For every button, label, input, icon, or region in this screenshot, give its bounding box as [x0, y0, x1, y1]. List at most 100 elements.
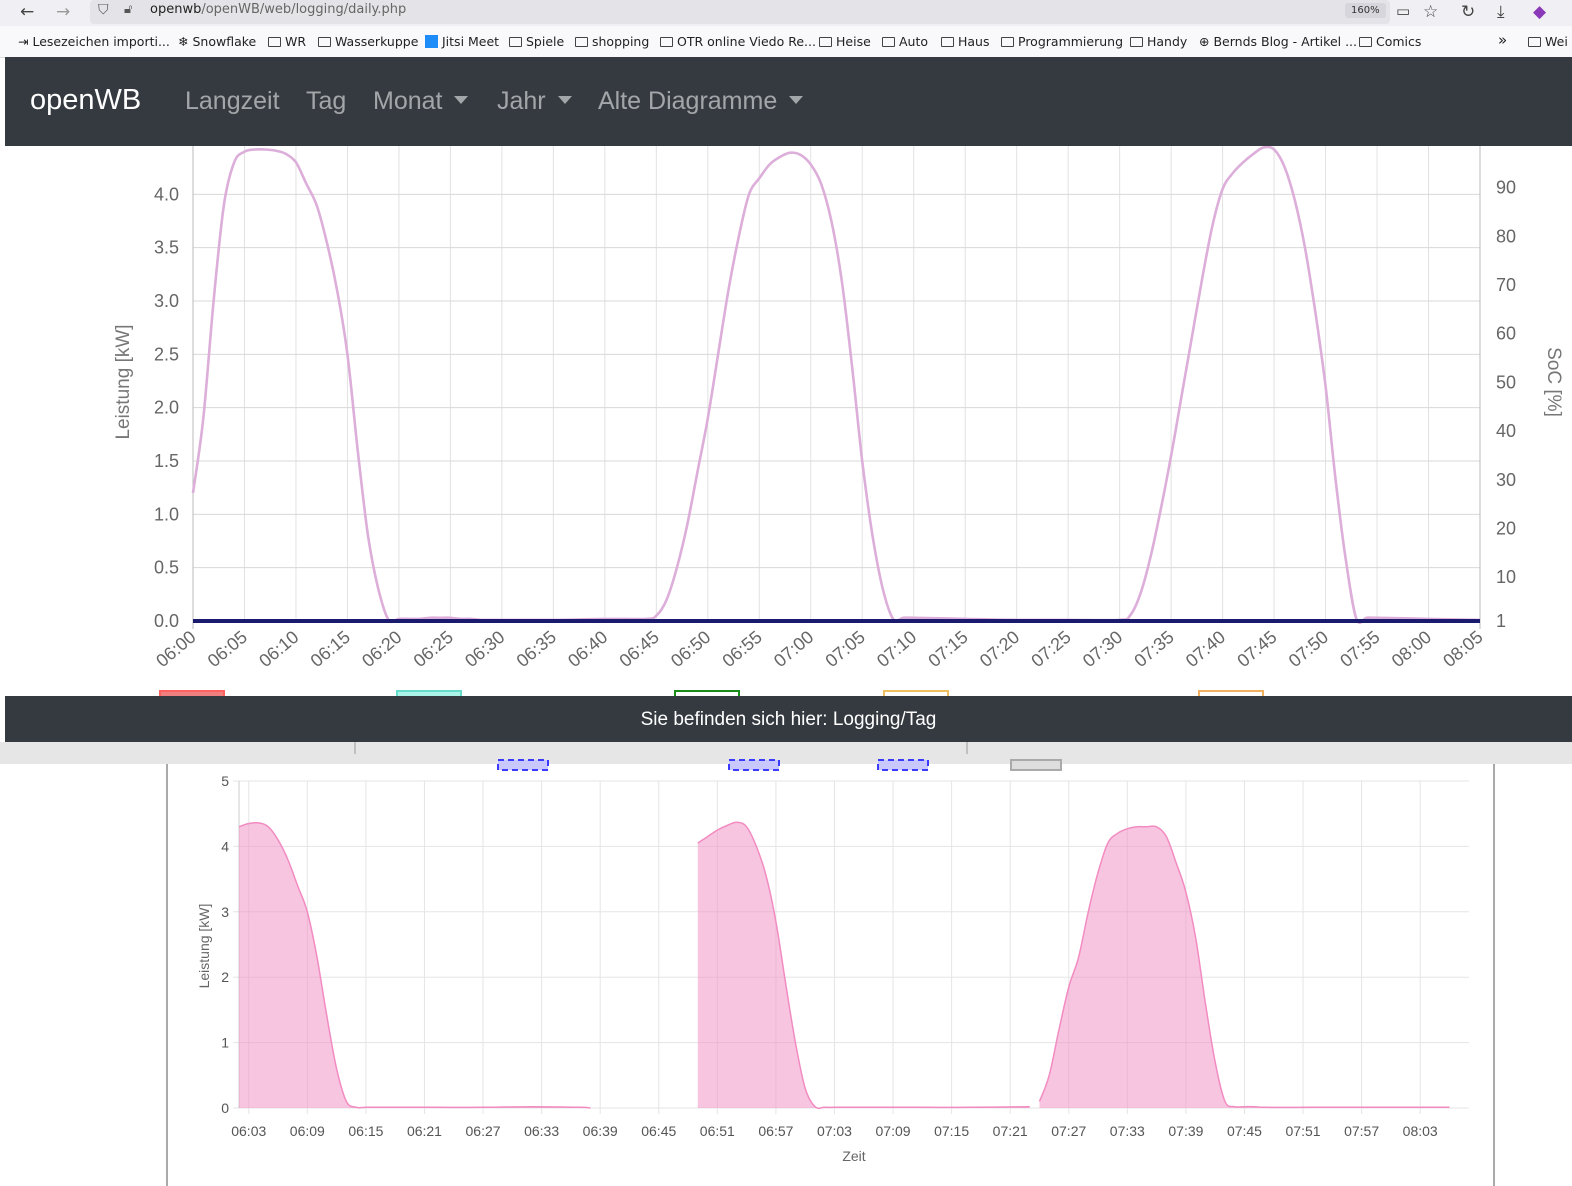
x-tick-label: 08:03 [1403, 1123, 1438, 1139]
y-axis-label: Leistung [kW] [113, 324, 134, 439]
x-tick-label: 06:55 [718, 627, 765, 671]
x-tick-label: 07:55 [1336, 627, 1383, 671]
y-tick-label: 4.0 [154, 184, 179, 204]
y-tick-label: 3 [221, 904, 229, 920]
nav-monat[interactable]: Monat [373, 87, 469, 116]
x-tick-label: 07:20 [976, 627, 1023, 671]
bookmark-item[interactable]: Handy [1130, 34, 1187, 49]
extension-icon[interactable]: ◆ [1533, 2, 1547, 22]
area-line-2 [1038, 825, 1450, 1109]
bookmark-item[interactable]: Wasserkuppe [318, 34, 418, 49]
y-tick-label: 5 [221, 773, 229, 789]
folder-icon [318, 37, 331, 47]
forward-icon[interactable]: → [56, 2, 71, 22]
nav-tag[interactable]: Tag [306, 87, 347, 115]
location-footer: Sie befinden sich hier: Logging/Tag [5, 696, 1572, 742]
x-tick-label: 07:30 [1079, 627, 1126, 671]
screen-gap [0, 742, 1572, 764]
x-tick-label: 06:30 [461, 627, 508, 671]
x-tick-label: 06:39 [583, 1123, 618, 1139]
screen-icon[interactable]: ▭ [1396, 2, 1411, 20]
y-tick-label: 4 [221, 838, 229, 854]
y2-tick-label: 30 [1496, 470, 1516, 490]
bookmark-item[interactable]: Heise [819, 34, 871, 49]
bookmark-item[interactable]: OTR online Viedo Re... [660, 34, 816, 49]
caret-down-icon [454, 96, 469, 104]
bookmark-item[interactable]: Haus [941, 34, 990, 49]
app-navbar: openWB Langzeit Tag Monat Jahr Alte Diag… [5, 57, 1572, 146]
caret-down-icon [789, 96, 804, 104]
x-tick-label: 07:03 [817, 1123, 852, 1139]
y-tick-label: 3.5 [154, 238, 179, 258]
x-tick-label: 07:27 [1051, 1123, 1086, 1139]
folder-icon [1528, 37, 1541, 47]
x-tick-label: 06:50 [667, 627, 714, 671]
x-tick-label: 07:33 [1110, 1123, 1145, 1139]
bookmark-item[interactable]: Comics [1359, 34, 1421, 49]
legend-swatch [1010, 759, 1062, 771]
breadcrumb: Sie befinden sich hier: Logging/Tag [640, 709, 937, 730]
y2-tick-label: 60 [1496, 324, 1516, 344]
x-tick-label: 07:35 [1130, 627, 1177, 671]
bookmark-item[interactable]: Wei [1528, 34, 1568, 49]
bookmark-item[interactable]: Auto [882, 34, 928, 49]
x-tick-label: 06:20 [358, 627, 405, 671]
nav-alte-diagramme[interactable]: Alte Diagramme [598, 87, 804, 116]
jitsi-icon [425, 35, 438, 48]
bookmark-item[interactable]: Jitsi Meet [425, 34, 499, 49]
x-tick-label: 06:45 [641, 1123, 676, 1139]
x-tick-label: 07:45 [1227, 1123, 1262, 1139]
lock-icon: 🔓︎ [124, 2, 133, 17]
x-tick-label: 06:25 [410, 627, 457, 671]
url-path: /openWB/web/logging/daily.php [201, 2, 407, 17]
bookmark-item[interactable]: Spiele [509, 34, 564, 49]
x-tick-label: 07:09 [876, 1123, 911, 1139]
bookmark-item[interactable]: Programmierung [1001, 34, 1123, 49]
reload-icon[interactable]: ↻ [1461, 2, 1476, 22]
x-tick-label: 06:51 [700, 1123, 735, 1139]
folder-icon [1001, 37, 1014, 47]
x-tick-label: 06:05 [204, 627, 251, 671]
back-icon[interactable]: ← [20, 2, 35, 22]
area-fill-1 [697, 822, 1030, 1109]
y2-tick-label: 70 [1496, 275, 1516, 295]
caret-down-icon [557, 96, 572, 104]
y-tick-label: 1.0 [154, 504, 179, 524]
y-axis-label: Leistung [kW] [196, 904, 212, 989]
star-icon[interactable]: ☆ [1423, 2, 1439, 22]
shield-icon: ⛉ [98, 2, 109, 18]
nav-langzeit[interactable]: Langzeit [185, 87, 280, 115]
url-host: openwb [150, 2, 202, 17]
legend-swatch [728, 759, 780, 771]
url-text: openwb/openWB/web/logging/daily.php [150, 2, 406, 17]
bookmark-item[interactable]: ⇥ Lesezeichen importi... [18, 34, 170, 49]
x-tick-label: 07:45 [1233, 627, 1280, 671]
area-fill-2 [1039, 826, 1450, 1108]
bookmark-item[interactable]: WR [268, 34, 306, 49]
x-tick-label: 06:45 [616, 627, 663, 671]
x-tick-label: 08:05 [1439, 627, 1486, 671]
x-tick-label: 07:39 [1168, 1123, 1203, 1139]
chevron-right-icon[interactable]: » [1498, 31, 1508, 49]
y2-tick-label: 80 [1496, 226, 1516, 246]
bookmark-item[interactable]: ❄ Snowflake [178, 34, 257, 49]
url-field[interactable]: ⛉ 🔓︎ [90, 0, 1390, 24]
y-tick-label: 3.0 [154, 291, 179, 311]
bookmark-item[interactable]: shopping [575, 34, 649, 49]
legend-swatch [883, 690, 949, 696]
legend-swatch [159, 690, 225, 696]
browser-toolbar: ← → ⛉ 🔓︎ openwb/openWB/web/logging/daily… [0, 0, 1572, 26]
download-icon[interactable]: ⤓ [1497, 2, 1505, 22]
old-daily-chart: 06:03 06:09 06:15 06:21 06:27 06:33 06:39 06:45… [0, 742, 1572, 1186]
x-tick-label: 07:21 [993, 1123, 1028, 1139]
bookmark-item[interactable]: ⊕ Bernds Blog - Artikel ... [1199, 34, 1357, 49]
x-tick-label: 06:15 [307, 627, 354, 671]
y-tick-label: 0.5 [154, 558, 179, 578]
y-tick-label: 2.5 [154, 344, 179, 364]
zoom-badge[interactable]: 160% [1345, 3, 1386, 18]
nav-jahr[interactable]: Jahr [497, 87, 572, 116]
x-axis-label: Zeit [842, 1148, 865, 1164]
brand-logo[interactable]: openWB [30, 84, 142, 116]
y2-tick-label: 50 [1496, 372, 1516, 392]
